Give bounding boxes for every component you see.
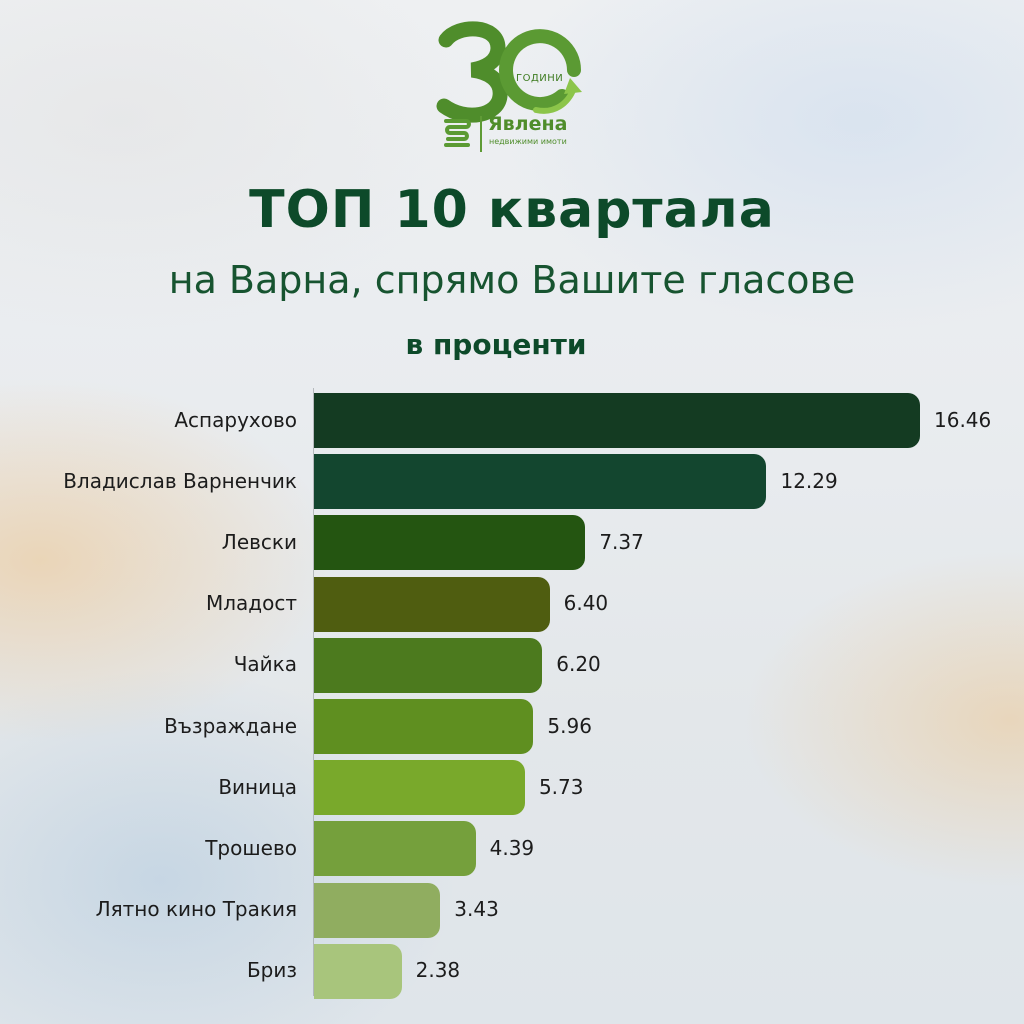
value-label: 6.20	[556, 652, 601, 677]
logo-brand-name: Явлена	[488, 113, 568, 135]
category-label: Виница	[218, 774, 297, 799]
category-label: Левски	[221, 529, 297, 554]
bar	[314, 821, 476, 877]
category-label: Лятно кино Тракия	[95, 897, 297, 922]
category-label: Младост	[205, 591, 297, 616]
value-label: 4.39	[489, 835, 535, 860]
brand-logo: ГОДИНИ Явлена недвижими имоти	[436, 18, 596, 152]
value-label: 2.38	[415, 958, 461, 983]
category-label: Бриз	[246, 958, 297, 983]
value-label: 6.40	[563, 591, 609, 616]
bar	[314, 576, 550, 632]
bar	[314, 454, 767, 510]
bar	[314, 699, 534, 754]
value-label: 12.29	[780, 468, 838, 493]
value-label: 5.96	[547, 713, 592, 738]
anniversary-30-icon	[436, 21, 582, 123]
bar	[314, 515, 586, 571]
logo-tagline: недвижими имоти	[489, 137, 567, 146]
category-label: Трошево	[205, 835, 297, 860]
brand-mark-icon	[444, 119, 471, 147]
category-axis-line	[313, 388, 314, 996]
value-label: 7.37	[599, 529, 644, 554]
logo-separator	[480, 116, 482, 152]
category-label: Чайка	[233, 652, 297, 677]
category-label: Владислав Варненчик	[63, 468, 297, 493]
bar	[314, 393, 920, 448]
bar	[314, 882, 441, 938]
bar	[314, 637, 543, 693]
chart-subtitle: на Варна, спрямо Вашите гласове	[168, 258, 856, 302]
category-label: Възраждане	[164, 713, 297, 738]
bar	[314, 760, 525, 816]
bar	[314, 943, 402, 999]
logo-years-label: ГОДИНИ	[516, 73, 564, 84]
value-label: 5.73	[538, 774, 584, 799]
value-label: 3.43	[454, 897, 499, 922]
value-label: 16.46	[934, 407, 992, 432]
category-label: Аспарухово	[174, 407, 297, 432]
chart-title: ТОП 10 квартала	[249, 180, 775, 240]
chart-unit-label: в проценти	[405, 328, 587, 361]
